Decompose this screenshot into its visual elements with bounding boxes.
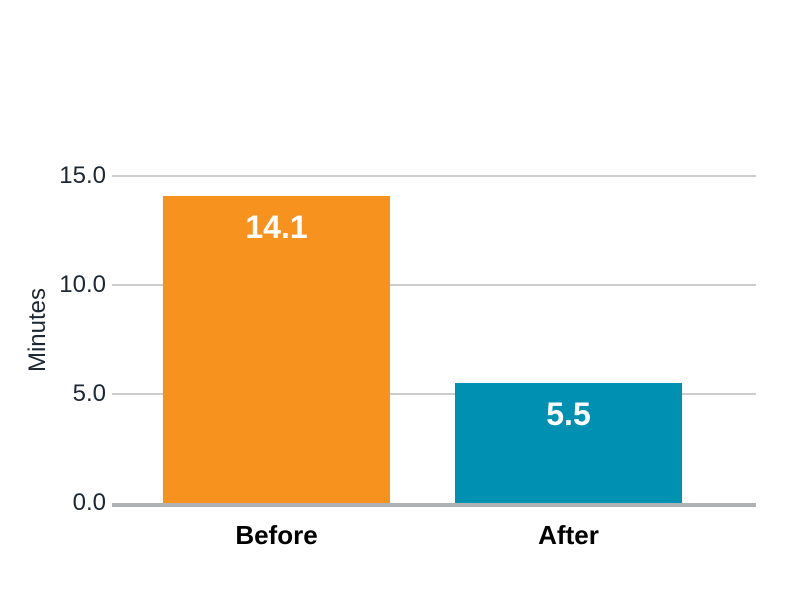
gridline (112, 284, 756, 286)
y-tick-label: 0.0 (72, 489, 106, 516)
bar-before: 14.1 (163, 195, 390, 503)
x-category-label-after: After (538, 520, 599, 550)
bar-value-label: 5.5 (546, 396, 591, 433)
bar-value-label: 14.1 (245, 208, 308, 245)
x-axis-baseline (112, 503, 756, 507)
y-tick-label: 5.0 (72, 380, 106, 407)
y-tick-label: 10.0 (59, 271, 106, 298)
gridline (112, 393, 756, 395)
x-category-label-before: Before (235, 520, 318, 550)
y-tick-label: 15.0 (59, 162, 106, 189)
y-axis-title: Minutes (24, 287, 51, 373)
bar-after: 5.5 (455, 383, 682, 503)
gridline (112, 175, 756, 177)
